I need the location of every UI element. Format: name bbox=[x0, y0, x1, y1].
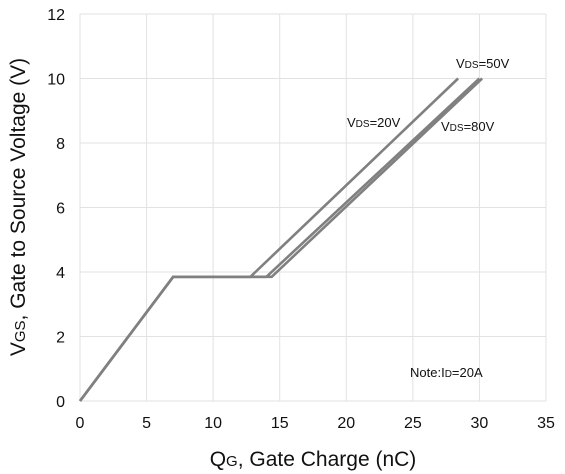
x-tick-label: 20 bbox=[337, 415, 355, 432]
x-tick-label: 5 bbox=[142, 415, 151, 432]
grid bbox=[79, 13, 547, 402]
series-label-vds50: VDS=50V bbox=[456, 56, 510, 71]
y-axis-title: VGS, Gate to Source Voltage (V) bbox=[7, 58, 30, 356]
series-label-vds80: VDS=80V bbox=[441, 119, 495, 134]
series-line-2 bbox=[78, 77, 483, 402]
x-tick-label: 25 bbox=[404, 415, 422, 432]
y-tick-label: 0 bbox=[56, 394, 65, 411]
x-tick-labels: 0 5 10 15 20 25 30 35 bbox=[76, 415, 555, 432]
note-annotation: Note:ID=20A bbox=[410, 365, 483, 380]
x-axis-title: QG, Gate Charge (nC) bbox=[210, 448, 417, 471]
x-tick-label: 10 bbox=[204, 415, 222, 432]
x-tick-label: 15 bbox=[271, 415, 289, 432]
series-lines bbox=[78, 77, 483, 402]
y-tick-label: 6 bbox=[56, 201, 65, 218]
y-tick-label: 10 bbox=[47, 72, 65, 89]
y-tick-label: 8 bbox=[56, 136, 65, 153]
y-tick-label: 2 bbox=[56, 330, 65, 347]
y-tick-label: 12 bbox=[47, 7, 65, 24]
series-line-0 bbox=[78, 77, 459, 402]
x-tick-label: 35 bbox=[537, 415, 555, 432]
series-label-vds20: VDS=20V bbox=[347, 115, 401, 130]
y-tick-label: 4 bbox=[56, 265, 65, 282]
x-tick-label: 30 bbox=[471, 415, 489, 432]
x-tick-label: 0 bbox=[76, 415, 85, 432]
y-tick-labels: 0 2 4 6 8 10 12 bbox=[47, 7, 65, 411]
